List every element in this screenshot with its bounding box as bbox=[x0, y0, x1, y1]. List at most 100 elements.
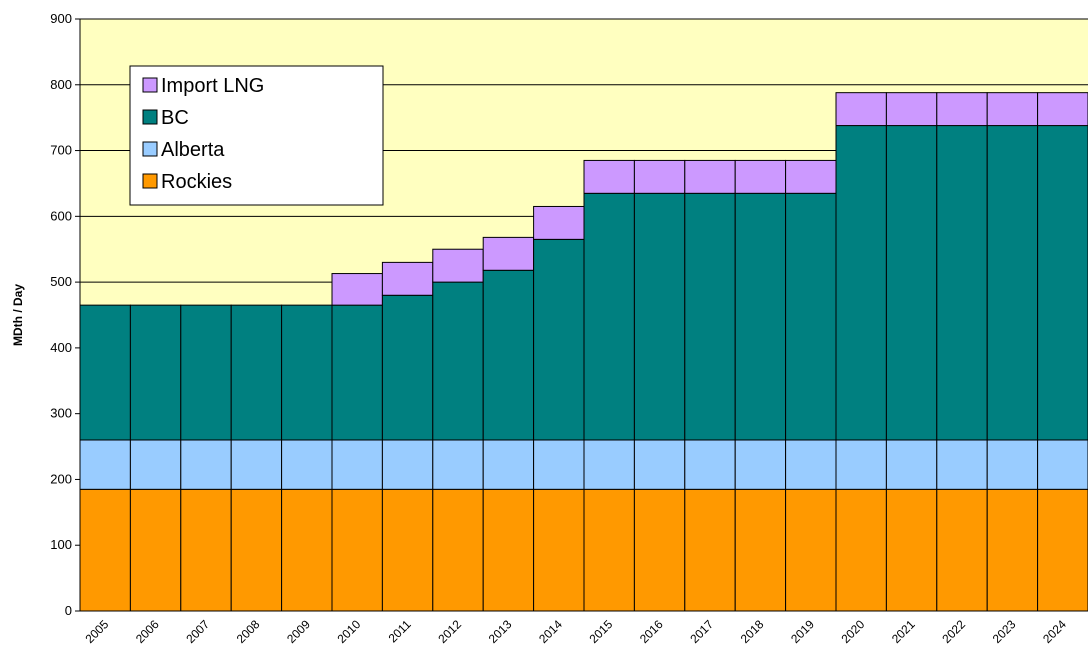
bar-segment bbox=[936, 488, 988, 612]
bar-segment bbox=[885, 439, 938, 490]
bar-segment bbox=[331, 273, 383, 306]
bar-segment bbox=[331, 439, 383, 490]
legend-swatch bbox=[142, 141, 158, 157]
x-tick-label: 2020 bbox=[839, 617, 868, 646]
bar-segment bbox=[785, 192, 837, 441]
x-tick-label: 2005 bbox=[83, 617, 112, 646]
x-tick-label: 2016 bbox=[637, 617, 666, 646]
bar-segment bbox=[381, 294, 434, 441]
bar-segment bbox=[885, 488, 938, 612]
bar-segment bbox=[482, 236, 535, 271]
bar-segment bbox=[533, 439, 585, 490]
x-tick-label: 2014 bbox=[536, 617, 565, 646]
x-tick-label: 2024 bbox=[1040, 617, 1069, 646]
bar-segment bbox=[381, 439, 434, 490]
x-tick-label: 2009 bbox=[284, 617, 313, 646]
bar-segment bbox=[633, 192, 686, 441]
x-tick-label: 2007 bbox=[183, 617, 212, 646]
bar-segment bbox=[432, 281, 484, 441]
x-tick-label: 2015 bbox=[587, 617, 616, 646]
bar-segment bbox=[583, 159, 635, 194]
bar-segment bbox=[533, 488, 585, 612]
x-tick-label: 2006 bbox=[133, 617, 162, 646]
bar-segment bbox=[835, 439, 887, 490]
bar-segment bbox=[331, 488, 383, 612]
bar-segment bbox=[785, 439, 837, 490]
bar-segment bbox=[684, 439, 736, 490]
bar-segment bbox=[684, 192, 736, 441]
bar-segment bbox=[230, 439, 283, 490]
bar-segment bbox=[633, 488, 686, 612]
bar-segment bbox=[633, 439, 686, 490]
legend-label: Import LNG bbox=[161, 75, 264, 97]
bar-segment bbox=[785, 488, 837, 612]
bar-segment bbox=[986, 92, 1039, 127]
bar-segment bbox=[79, 439, 131, 490]
y-axis-label: MDth / Day bbox=[11, 284, 25, 346]
bar-segment bbox=[986, 125, 1039, 441]
bar-segment bbox=[1037, 92, 1088, 127]
bar-segment bbox=[180, 488, 232, 612]
legend-swatch bbox=[142, 109, 158, 125]
bar-segment bbox=[381, 488, 434, 612]
bar-segment bbox=[734, 159, 787, 194]
bar-segment bbox=[583, 439, 635, 490]
bar-segment bbox=[684, 488, 736, 612]
bar-segment bbox=[1037, 439, 1088, 490]
y-tick-label: 300 bbox=[50, 406, 72, 421]
x-tick-label: 2010 bbox=[335, 617, 364, 646]
x-tick-label: 2022 bbox=[939, 617, 968, 646]
x-tick-label: 2023 bbox=[990, 617, 1019, 646]
bar-segment bbox=[835, 488, 887, 612]
bar-segment bbox=[936, 92, 988, 127]
bar-segment bbox=[1037, 125, 1088, 441]
bar-segment bbox=[633, 159, 686, 194]
x-tick-label: 2008 bbox=[234, 617, 263, 646]
bar-segment bbox=[281, 304, 333, 441]
bar-segment bbox=[180, 439, 232, 490]
bar-segment bbox=[331, 304, 383, 441]
bar-segment bbox=[986, 488, 1039, 612]
bar-segment bbox=[734, 488, 787, 612]
bar-segment bbox=[432, 488, 484, 612]
bar-segment bbox=[482, 269, 535, 441]
bar-segment bbox=[129, 304, 182, 441]
bar-segment bbox=[986, 439, 1039, 490]
bar-segment bbox=[180, 304, 232, 441]
y-tick-label: 100 bbox=[50, 537, 72, 552]
x-tick-label: 2012 bbox=[435, 617, 464, 646]
bar-segment bbox=[533, 205, 585, 240]
y-tick-label: 700 bbox=[50, 143, 72, 158]
x-tick-label: 2017 bbox=[687, 617, 716, 646]
y-tick-label: 600 bbox=[50, 208, 72, 223]
y-tick-label: 900 bbox=[50, 11, 72, 26]
bar-segment bbox=[230, 488, 283, 612]
bar-segment bbox=[79, 488, 131, 612]
legend-label: BC bbox=[161, 107, 189, 129]
bar-segment bbox=[936, 125, 988, 441]
bar-segment bbox=[432, 439, 484, 490]
legend-swatch bbox=[142, 77, 158, 93]
bar-segment bbox=[381, 261, 434, 296]
bar-segment bbox=[533, 238, 585, 441]
x-tick-label: 2021 bbox=[889, 617, 918, 646]
bar-segment bbox=[281, 439, 333, 490]
bar-segment bbox=[835, 125, 887, 441]
y-tick-label: 400 bbox=[50, 340, 72, 355]
bar-segment bbox=[583, 488, 635, 612]
bar-segment bbox=[1037, 488, 1088, 612]
bar-segment bbox=[583, 192, 635, 441]
bar-segment bbox=[432, 248, 484, 283]
y-tick-label: 500 bbox=[50, 274, 72, 289]
bar-segment bbox=[885, 125, 938, 441]
bar-segment bbox=[734, 192, 787, 441]
bar-segment bbox=[281, 488, 333, 612]
bar-segment bbox=[230, 304, 283, 441]
bar-segment bbox=[734, 439, 787, 490]
bar-segment bbox=[684, 159, 736, 194]
bar-segment bbox=[885, 92, 938, 127]
x-tick-label: 2013 bbox=[486, 617, 515, 646]
x-tick-label: 2019 bbox=[788, 617, 817, 646]
bar-segment bbox=[129, 488, 182, 612]
